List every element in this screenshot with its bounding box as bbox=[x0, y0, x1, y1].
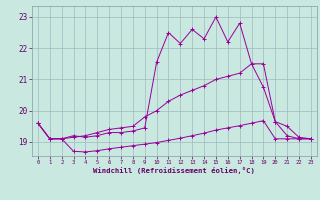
X-axis label: Windchill (Refroidissement éolien,°C): Windchill (Refroidissement éolien,°C) bbox=[93, 167, 255, 174]
